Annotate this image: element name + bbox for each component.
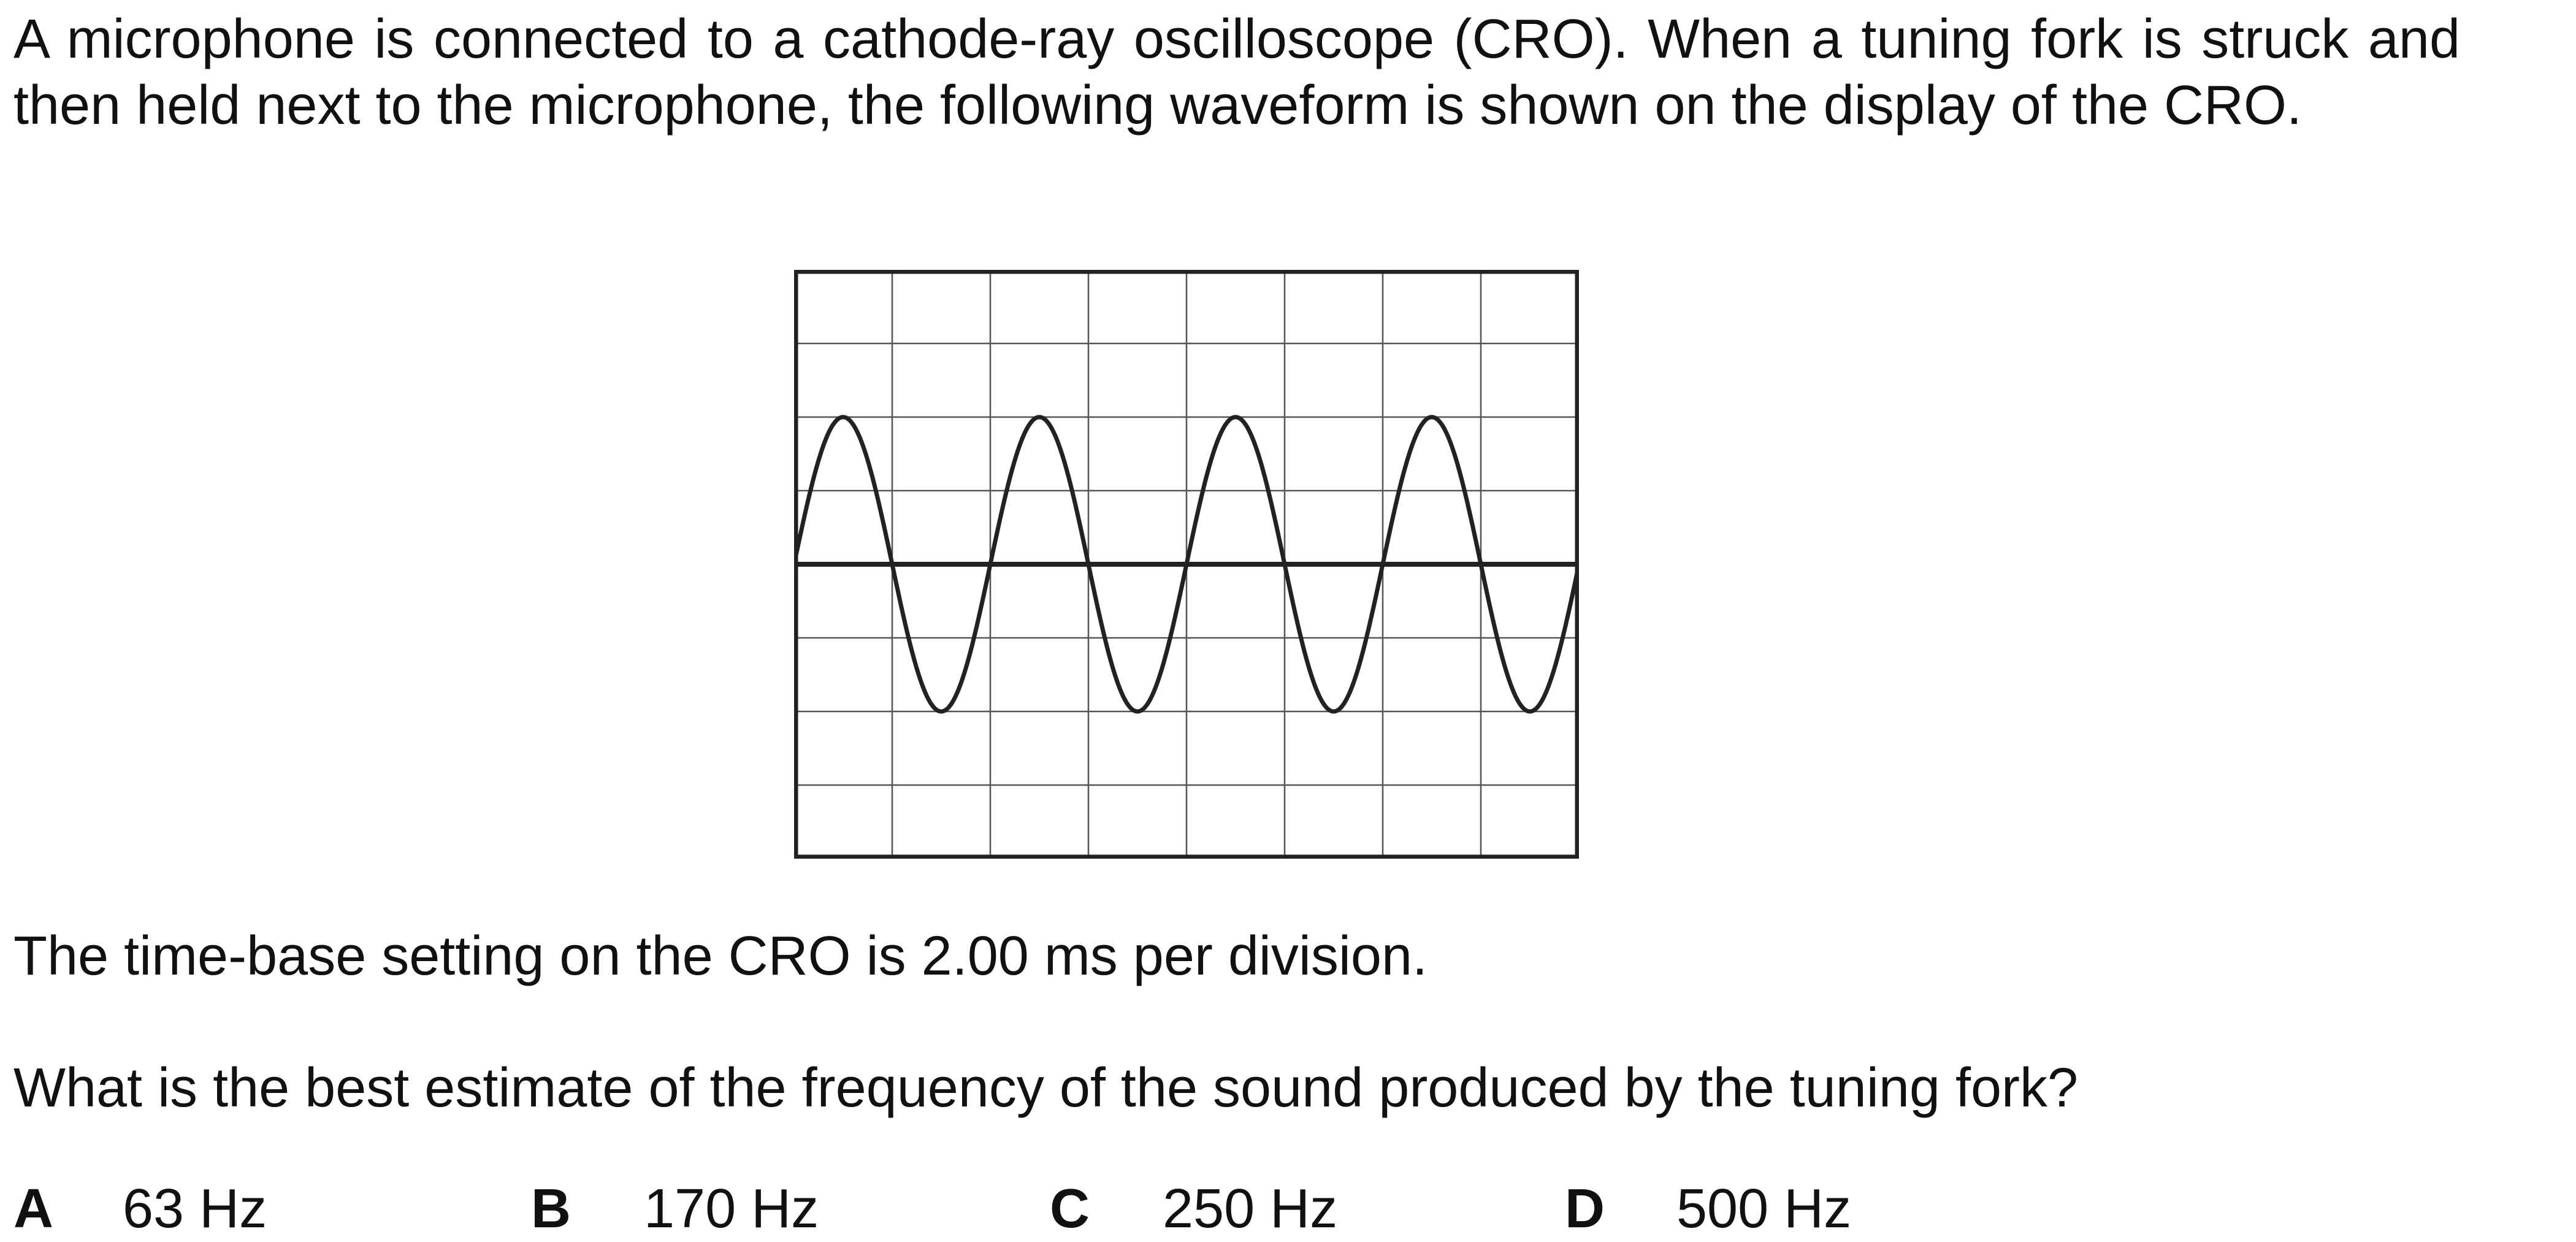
option-c-letter: C [1050, 1178, 1090, 1240]
cro-display [794, 270, 1579, 859]
question-prompt: What is the best estimate of the frequen… [13, 1057, 2079, 1119]
cro-waveform [794, 415, 1579, 714]
timebase-statement: The time-base setting on the CRO is 2.00… [13, 926, 1428, 987]
option-d-text: 500 Hz [1676, 1178, 1852, 1240]
option-b-letter: B [531, 1178, 571, 1240]
cro-frame [794, 270, 1579, 859]
option-d-letter: D [1565, 1178, 1605, 1240]
option-a-text: 63 Hz [123, 1178, 267, 1240]
option-c-text: 250 Hz [1163, 1178, 1338, 1240]
question-intro: A microphone is connected to a cathode-r… [13, 9, 2460, 136]
answer-options: A 63 Hz B 170 Hz C 250 Hz D 500 Hz [0, 1176, 2576, 1242]
option-a-letter: A [13, 1178, 53, 1240]
option-b-text: 170 Hz [644, 1178, 819, 1240]
